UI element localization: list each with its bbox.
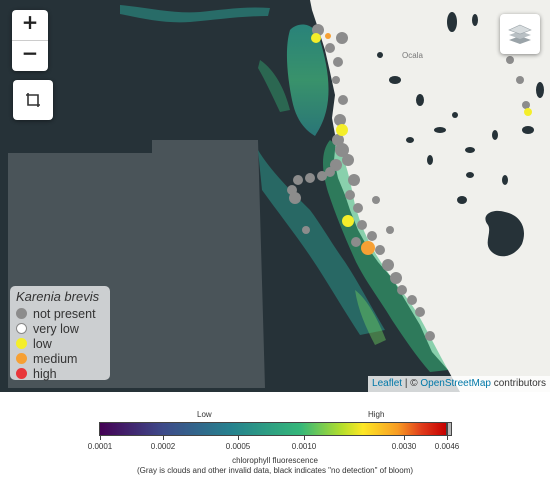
legend-dot (16, 308, 27, 319)
colorbar-low-label: Low (197, 410, 212, 419)
species-legend: Karenia brevis not present very low low … (10, 286, 110, 381)
zoom-in-button[interactable]: + (12, 10, 48, 41)
legend-label: not present (33, 306, 96, 321)
lakes (377, 12, 544, 257)
legend-label: medium (33, 351, 78, 366)
colorbar-tick-label: 0.0005 (225, 442, 251, 451)
colorbar-high-label: High (368, 410, 385, 419)
legend-dot (16, 368, 27, 379)
legend-item-not-present: not present (16, 306, 110, 321)
crop-square-icon (26, 93, 40, 107)
colorbar-tick (100, 436, 101, 440)
colorbar-tick (163, 436, 164, 440)
colorbar-tick-label: 0.0002 (150, 442, 176, 451)
legend-item-medium: medium (16, 351, 110, 366)
colorbar-tick-label: 0.0046 (434, 442, 460, 451)
map-view[interactable]: Ocala + − Karenia brevis not present ver… (0, 0, 550, 392)
legend-dot (16, 338, 27, 349)
legend-title: Karenia brevis (16, 289, 100, 304)
sampling-stations (287, 24, 532, 341)
colorbar-tick (404, 436, 405, 440)
legend-label: low (33, 336, 52, 351)
city-label-ocala: Ocala (402, 51, 423, 60)
colorbar-panel: Low High 0.0001 0.0002 0.0005 0.0010 0.0… (0, 392, 550, 492)
openstreetmap-link[interactable]: OpenStreetMap (420, 378, 491, 389)
colorbar-title: chlorophyll fluorescence (232, 456, 318, 465)
layers-icon (508, 24, 532, 44)
colorbar-tick-label: 0.0030 (391, 442, 417, 451)
colorbar-endcap (447, 422, 452, 436)
colorbar-tick (238, 436, 239, 440)
legend-item-high: high (16, 366, 110, 381)
layers-button[interactable] (500, 14, 540, 54)
legend-dot (16, 323, 27, 334)
map-attribution: Leaflet | © OpenStreetMap contributors (368, 376, 550, 392)
attribution-suffix: contributors (490, 378, 546, 389)
colorbar-gradient (99, 422, 447, 436)
florida-land (310, 0, 550, 392)
legend-label: high (33, 366, 57, 381)
legend-label: very low (33, 321, 79, 336)
colorbar-note: (Gray is clouds and other invalid data, … (136, 466, 414, 475)
attribution-separator: | © (402, 378, 421, 389)
legend-dot (16, 353, 27, 364)
zoom-control: + − (12, 10, 48, 71)
legend-item-low: low (16, 336, 110, 351)
legend-item-very-low: very low (16, 321, 110, 336)
zoom-out-button[interactable]: − (21, 41, 39, 65)
leaflet-link[interactable]: Leaflet (372, 378, 403, 389)
colorbar-tick (447, 436, 448, 440)
colorbar-tick-label: 0.0001 (87, 442, 113, 451)
colorbar-tick-label: 0.0010 (291, 442, 317, 451)
colorbar-tick (304, 436, 305, 440)
draw-rectangle-button[interactable] (13, 80, 53, 120)
